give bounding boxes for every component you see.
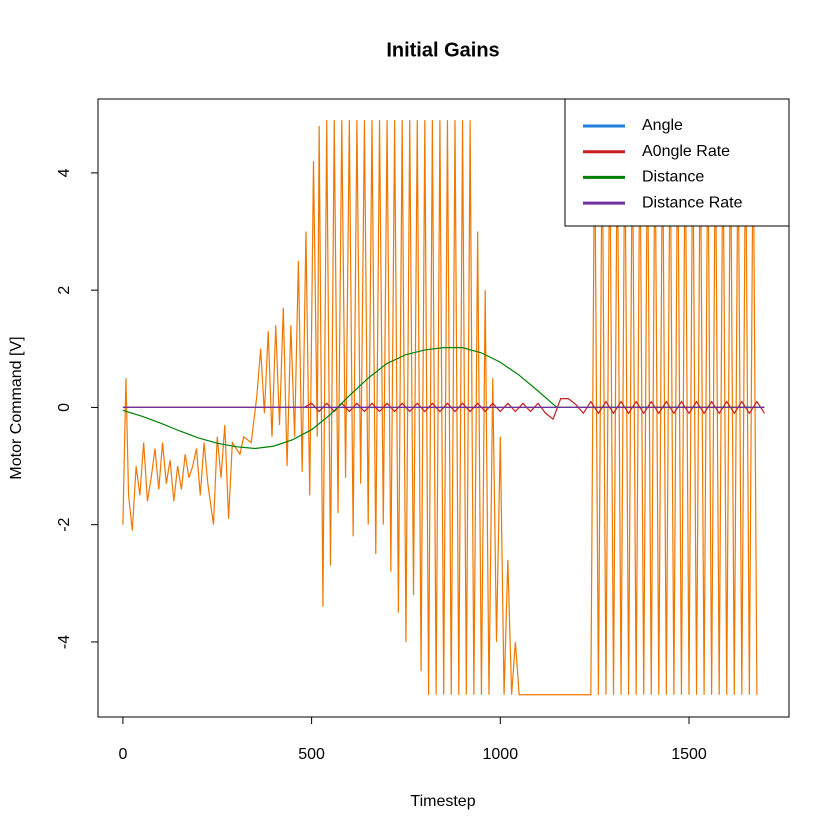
y-tick-label: -4 [56, 635, 73, 649]
y-tick-label: 4 [56, 168, 73, 177]
series-line [122, 398, 765, 421]
x-tick-label: 1500 [671, 746, 707, 763]
y-axis-label: Motor Command [V] [8, 336, 25, 479]
legend-label: A0ngle Rate [642, 143, 730, 160]
x-tick-label: 1000 [483, 746, 519, 763]
legend-label: Distance Rate [642, 194, 743, 211]
x-axis-label: Timestep [410, 793, 475, 810]
legend-label: Angle [642, 117, 683, 134]
y-tick-label: 0 [56, 403, 73, 412]
legend-box [564, 98, 790, 227]
x-tick-label: 500 [298, 746, 325, 763]
y-tick-label: 2 [56, 286, 73, 295]
chart-title: Initial Gains [386, 39, 499, 61]
x-tick-label: 0 [118, 746, 127, 763]
legend-label: Distance [642, 169, 704, 186]
plot-frame [97, 98, 790, 718]
y-tick-label: -2 [56, 517, 73, 531]
